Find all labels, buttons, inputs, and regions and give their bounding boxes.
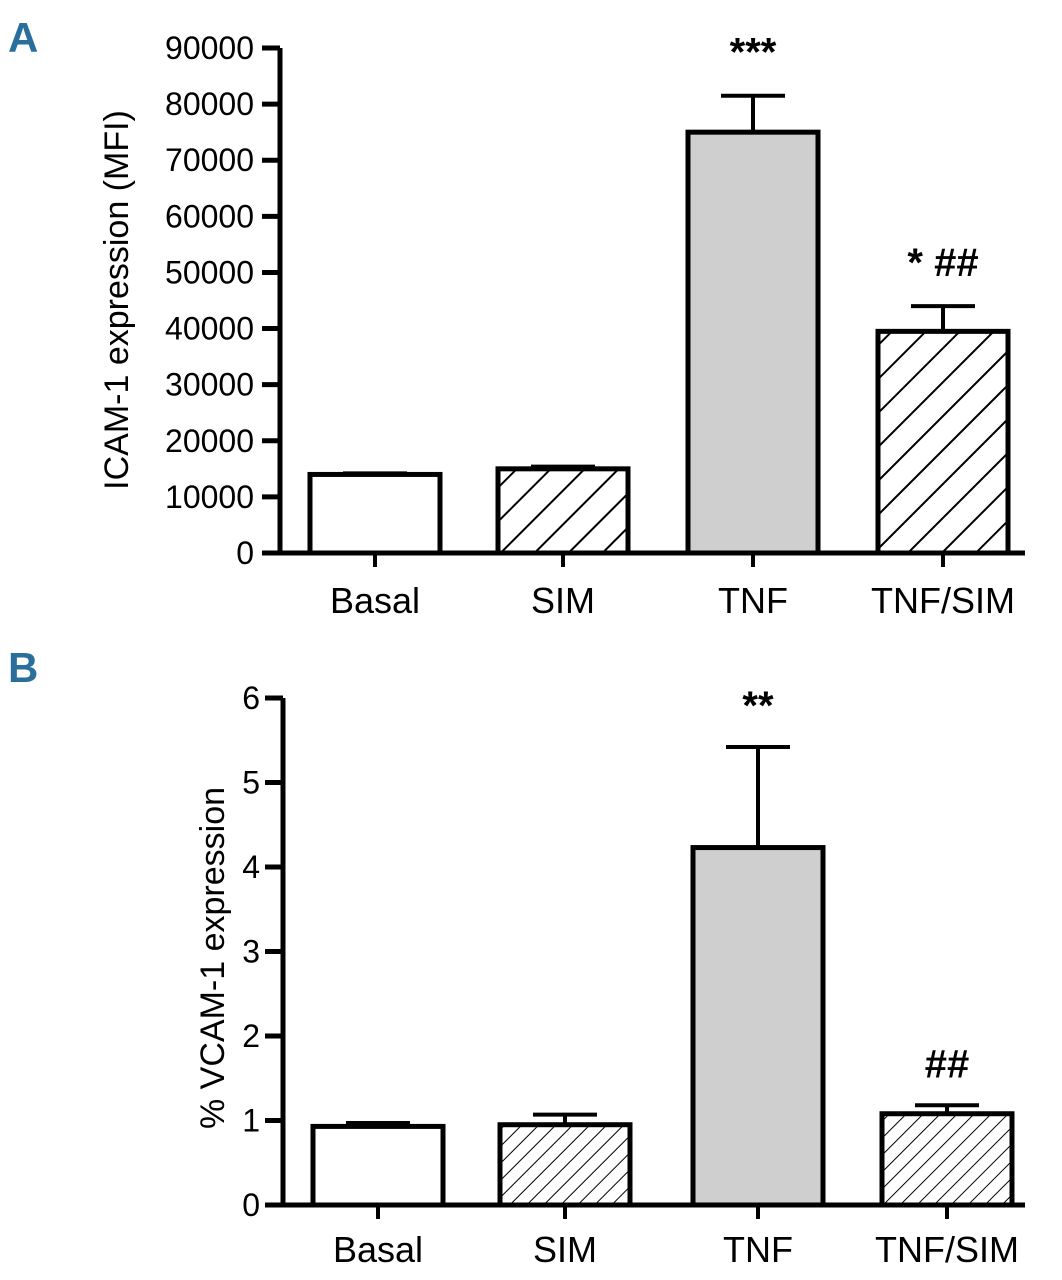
bars-a: *** * ## [307,31,1011,556]
y-tick-label: 2 [242,1018,260,1054]
x-axis-a: Basal SIM TNF TNF/SIM [280,550,1025,621]
y-ticks-b: 0 1 2 3 4 5 6 [242,680,286,1223]
significance-label: ** [742,684,774,728]
y-tick-label: 6 [242,680,260,716]
category-label: SIM [533,1229,597,1270]
category-label: TNF [723,1229,793,1270]
y-tick-label: 40000 [165,311,254,347]
significance-label: *** [730,31,777,75]
bar-sim [497,1122,633,1208]
y-tick-label: 70000 [165,142,254,178]
y-ticks-a: 0 10000 20000 30000 40000 50000 60000 70000 8000… [165,30,283,571]
y-tick-label: 20000 [165,423,254,459]
significance-label: ## [925,1042,970,1086]
bars-b: ** ## [310,684,1015,1208]
y-tick-label: 90000 [165,30,254,66]
panel-letter-a: A [8,14,38,61]
category-label: Basal [333,1229,423,1270]
panel-b: B % VCAM-1 expression 0 1 2 3 4 5 6 ** ## Basal… [8,644,1025,1270]
y-tick-label: 4 [242,849,260,885]
bar-basal [307,471,443,556]
bar-tnf [685,129,821,556]
y-tick-label: 5 [242,765,260,801]
bar-basal [310,1123,446,1208]
panel-a: A ICAM-1 expression (MFI) 0 10000 20000 300… [8,14,1025,621]
panel-letter-b: B [8,644,38,691]
significance-label: * ## [907,241,978,285]
bar-tnf-sim [879,1111,1015,1208]
y-tick-label: 0 [242,1187,260,1223]
category-label: TNF/SIM [875,1229,1019,1270]
y-tick-label: 3 [242,934,260,970]
category-label: TNF/SIM [871,580,1015,621]
category-label: SIM [531,580,595,621]
y-axis-title-b: % VCAM-1 expression [194,787,232,1129]
y-axis-title-a: ICAM-1 expression (MFI) [98,110,136,490]
y-tick-label: 80000 [165,86,254,122]
bar-tnf [690,845,826,1208]
y-tick-label: 30000 [165,367,254,403]
y-tick-label: 1 [242,1103,260,1139]
y-tick-label: 10000 [165,479,254,515]
category-label: Basal [330,580,420,621]
y-tick-label: 60000 [165,198,254,234]
y-tick-label: 0 [236,535,254,571]
bar-tnf-sim [875,328,1011,556]
y-tick-label: 50000 [165,254,254,290]
x-axis-b: Basal SIM TNF TNF/SIM [283,1202,1025,1270]
bar-sim [495,466,631,556]
category-label: TNF [718,580,788,621]
